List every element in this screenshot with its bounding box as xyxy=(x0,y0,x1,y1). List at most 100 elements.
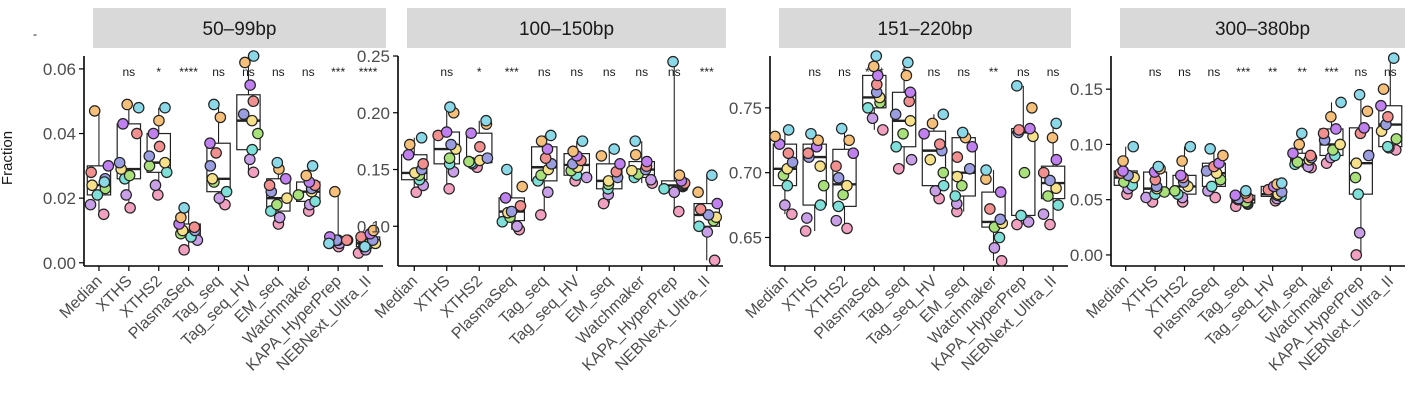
data-point xyxy=(926,117,939,130)
data-point xyxy=(1335,96,1347,109)
data-point xyxy=(1024,122,1036,135)
data-point xyxy=(1377,83,1390,95)
data-point xyxy=(403,138,416,151)
data-point xyxy=(208,98,220,111)
data-point xyxy=(866,112,879,125)
data-point xyxy=(514,200,527,212)
facet-strip xyxy=(779,8,1071,48)
data-point xyxy=(897,127,909,140)
data-point xyxy=(1390,133,1403,145)
data-point xyxy=(188,221,201,234)
data-point xyxy=(830,214,843,227)
data-point xyxy=(781,179,794,192)
data-point xyxy=(535,135,548,147)
data-point xyxy=(481,152,494,164)
data-point xyxy=(1018,166,1031,179)
facet-panel-4: 300–380bp0.000.050.100.15MedianXTHSnsXTH… xyxy=(1070,8,1405,375)
y-tick-label: 0.75 xyxy=(729,99,762,118)
data-point xyxy=(123,169,136,182)
data-point xyxy=(1295,127,1308,140)
y-tick-label: 0.15 xyxy=(1070,80,1103,99)
data-point xyxy=(247,50,260,62)
significance-label: *** xyxy=(505,65,519,79)
data-point xyxy=(247,166,260,179)
data-point xyxy=(1353,227,1366,239)
data-point xyxy=(124,202,136,214)
data-point xyxy=(210,147,222,159)
data-point xyxy=(966,140,979,153)
data-point xyxy=(178,202,190,214)
corner-mark: - xyxy=(33,27,37,41)
x-category-label: Median xyxy=(372,273,421,322)
data-point xyxy=(847,147,860,160)
data-point xyxy=(1304,149,1317,162)
facet-title: 50–99bp xyxy=(203,19,277,40)
y-tick-label: 0.15 xyxy=(357,161,390,180)
data-point xyxy=(951,151,964,163)
y-tick-label: 0.25 xyxy=(357,47,390,66)
data-point xyxy=(672,205,685,218)
data-point xyxy=(1334,138,1346,151)
facet-panel-1: 50–99bp0.000.020.040.06MedianXTHSnsXTHS2… xyxy=(43,8,386,375)
data-point xyxy=(1350,157,1363,170)
data-point xyxy=(263,179,276,192)
data-point xyxy=(706,169,718,181)
y-tick-label: 0.04 xyxy=(43,125,76,144)
data-point xyxy=(814,160,826,172)
data-point xyxy=(802,147,814,160)
data-point xyxy=(673,169,686,181)
data-point xyxy=(645,173,657,186)
data-point xyxy=(799,225,812,237)
significance-label: ns xyxy=(1017,65,1030,79)
data-point xyxy=(1050,182,1062,195)
data-point xyxy=(505,205,518,218)
data-point xyxy=(1275,177,1288,189)
significance-label: **** xyxy=(179,65,198,79)
data-point xyxy=(904,115,917,127)
significance-label: ns xyxy=(302,65,315,79)
data-point xyxy=(769,130,781,143)
data-point xyxy=(1209,191,1222,204)
data-point xyxy=(131,127,143,140)
data-point xyxy=(511,220,523,233)
data-point xyxy=(271,198,283,211)
data-point xyxy=(1229,189,1242,202)
significance-label: * xyxy=(477,65,482,79)
data-point xyxy=(480,114,492,127)
significance-label: *** xyxy=(331,65,345,79)
data-point xyxy=(542,186,554,199)
data-point xyxy=(956,179,968,192)
data-point xyxy=(86,179,98,192)
data-point xyxy=(1287,147,1299,160)
data-point xyxy=(782,124,795,136)
data-point xyxy=(246,114,258,127)
data-point xyxy=(541,143,554,155)
data-point xyxy=(832,172,845,184)
y-axis-title: Fraction xyxy=(0,131,16,185)
data-point xyxy=(323,237,335,250)
data-point xyxy=(608,143,620,155)
data-point xyxy=(1037,166,1050,179)
data-point xyxy=(213,192,226,204)
data-point xyxy=(567,145,579,158)
data-point xyxy=(889,108,902,121)
data-point xyxy=(963,162,976,175)
data-point xyxy=(933,138,946,150)
significance-label: ns xyxy=(123,65,136,79)
data-point xyxy=(641,155,653,168)
data-point xyxy=(801,212,813,224)
data-point xyxy=(300,169,313,182)
data-point xyxy=(1353,88,1366,101)
data-point xyxy=(329,185,341,198)
significance-label: ns xyxy=(1355,65,1368,79)
data-point xyxy=(1015,209,1027,222)
data-point xyxy=(993,231,1006,244)
data-point xyxy=(120,189,132,201)
data-point xyxy=(711,197,724,210)
data-point xyxy=(501,163,513,176)
data-point xyxy=(1152,160,1165,173)
data-point xyxy=(668,186,681,199)
data-point xyxy=(153,114,165,127)
data-point xyxy=(445,138,457,151)
significance-label: ns xyxy=(1047,65,1060,79)
